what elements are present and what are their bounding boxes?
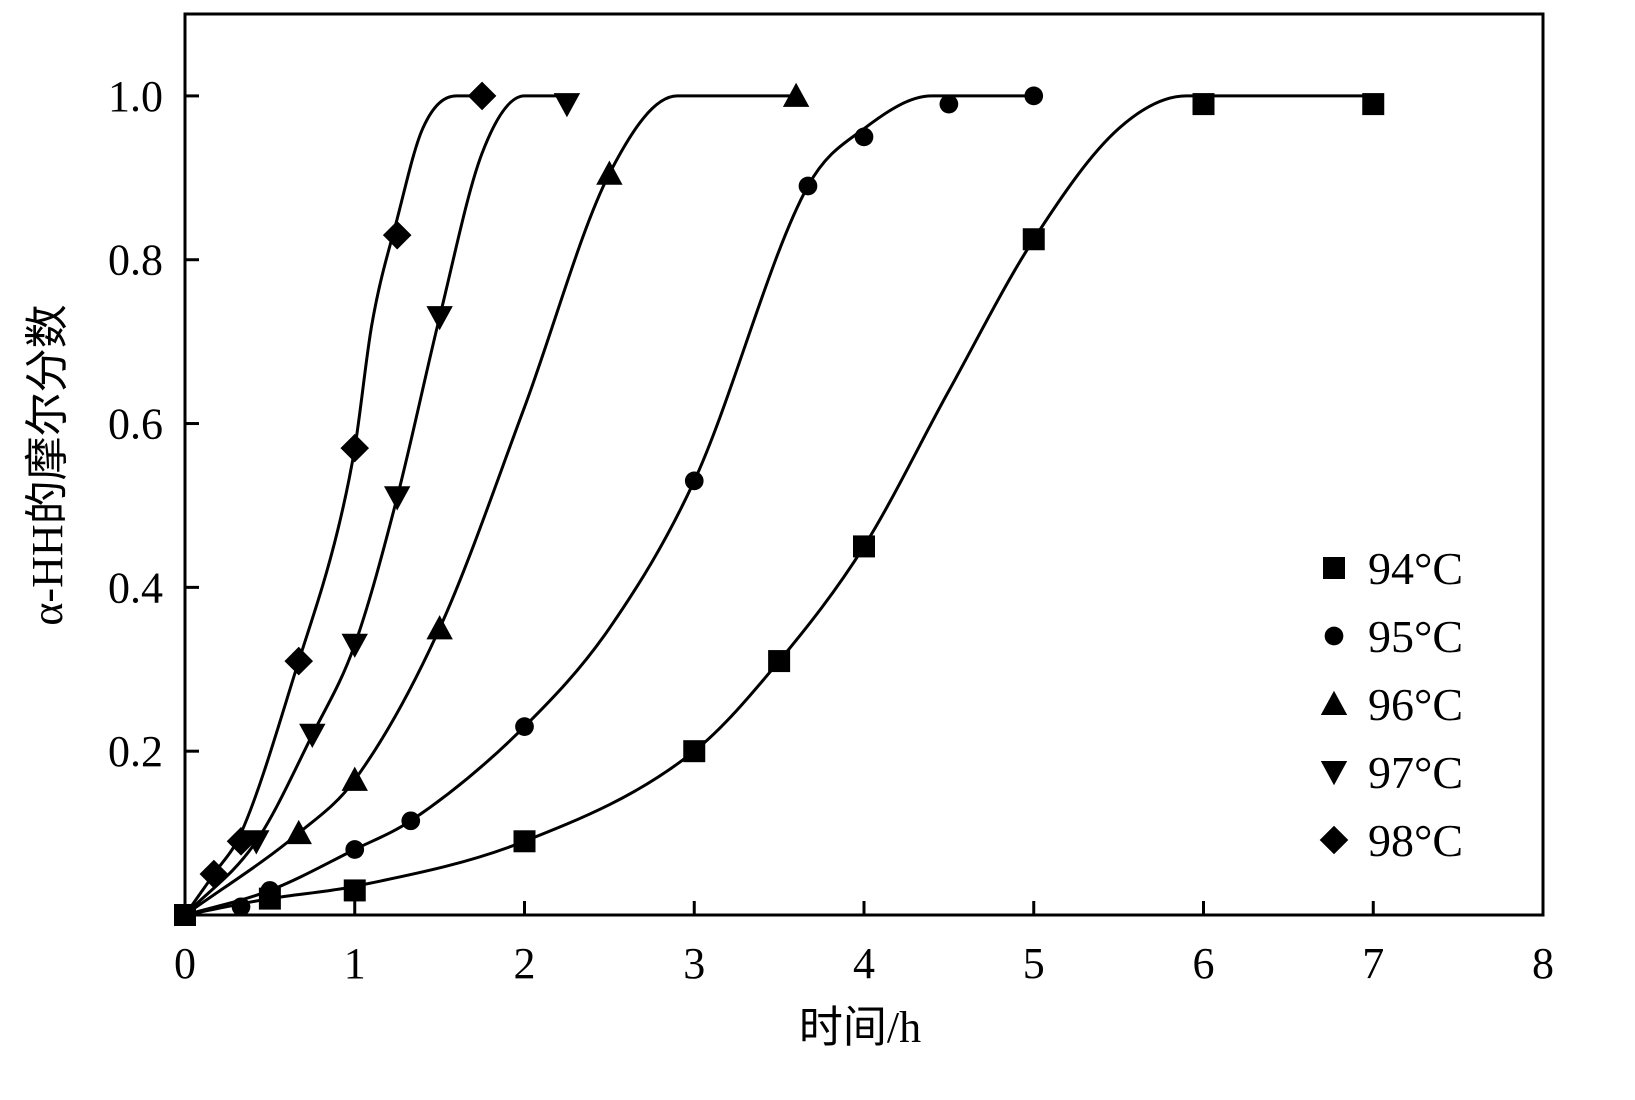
fit-curve-triangle-down bbox=[183, 94, 567, 917]
data-point-diamond bbox=[382, 220, 412, 250]
data-point-square bbox=[1192, 93, 1215, 116]
data-point-circle bbox=[798, 176, 818, 196]
data-point-circle bbox=[231, 897, 251, 917]
legend-label: 95°C bbox=[1368, 611, 1463, 662]
data-point-circle bbox=[515, 717, 534, 736]
data-point-square bbox=[683, 740, 706, 763]
data-point-square bbox=[343, 879, 366, 902]
x-tick-label: 7 bbox=[1362, 939, 1384, 988]
data-point-diamond bbox=[199, 859, 229, 889]
legend-marker-circle bbox=[1324, 626, 1344, 646]
data-point-triangle-down bbox=[341, 633, 368, 658]
legend-marker-triangle-down bbox=[1320, 761, 1348, 786]
y-tick-label: 0.2 bbox=[108, 727, 163, 776]
y-tick-label: 0.6 bbox=[108, 400, 163, 449]
data-point-circle bbox=[401, 811, 421, 831]
data-point-circle bbox=[345, 840, 365, 859]
data-point-triangle-down bbox=[426, 306, 453, 331]
data-point-diamond bbox=[467, 81, 497, 111]
x-tick-label: 4 bbox=[853, 939, 875, 988]
data-point-diamond bbox=[340, 433, 370, 463]
x-tick-label: 2 bbox=[514, 939, 536, 988]
x-tick-label: 5 bbox=[1023, 939, 1045, 988]
data-point-triangle-down bbox=[383, 486, 411, 511]
x-axis-label: 时间/h bbox=[799, 1003, 921, 1052]
x-tick-label: 3 bbox=[683, 939, 705, 988]
fit-curve-circle bbox=[184, 94, 1034, 917]
x-tick-label: 1 bbox=[344, 939, 366, 988]
data-point-diamond bbox=[284, 646, 314, 676]
data-point-square bbox=[768, 650, 791, 673]
data-point-triangle-down bbox=[553, 93, 581, 118]
data-point-diamond bbox=[226, 826, 256, 856]
data-point-square bbox=[1022, 228, 1045, 251]
y-tick-label: 0.8 bbox=[108, 236, 163, 285]
data-point-square bbox=[174, 904, 196, 926]
x-tick-label: 0 bbox=[174, 939, 196, 988]
data-point-triangle-up bbox=[285, 819, 312, 845]
data-point-square bbox=[853, 535, 875, 558]
legend-marker-square bbox=[1323, 557, 1345, 579]
x-tick-label: 6 bbox=[1193, 939, 1215, 988]
fit-curve-triangle-up bbox=[184, 94, 797, 917]
data-point-triangle-down bbox=[299, 723, 326, 748]
y-tick-label: 1.0 bbox=[108, 72, 163, 121]
data-point-circle bbox=[1024, 86, 1044, 106]
y-tick-label: 0.4 bbox=[108, 563, 163, 612]
legend-label: 94°C bbox=[1368, 543, 1463, 594]
data-point-triangle-up bbox=[341, 766, 368, 791]
data-point-circle bbox=[260, 881, 280, 900]
data-point-circle bbox=[939, 94, 959, 114]
data-point-triangle-up bbox=[596, 160, 623, 185]
y-axis-label: α-HH的摩尔分数 bbox=[23, 304, 72, 625]
legend: 94°C 95°C 96°C 97°C 98°C bbox=[1319, 543, 1463, 866]
fit-curve-diamond bbox=[183, 94, 483, 916]
legend-label: 96°C bbox=[1368, 679, 1463, 730]
fit-curve-square bbox=[184, 94, 1374, 917]
x-tick-label: 8 bbox=[1532, 939, 1554, 988]
legend-label: 98°C bbox=[1368, 815, 1463, 866]
data-point-circle bbox=[854, 127, 874, 147]
plot-frame bbox=[183, 12, 1545, 917]
data-point-triangle-up bbox=[426, 615, 453, 640]
legend-marker-triangle-up bbox=[1320, 690, 1348, 715]
data-point-square bbox=[513, 830, 536, 853]
data-point-triangle-up bbox=[782, 82, 810, 107]
data-point-circle bbox=[684, 471, 704, 491]
legend-marker-diamond bbox=[1319, 825, 1349, 855]
data-point-square bbox=[1362, 93, 1385, 116]
legend-label: 97°C bbox=[1368, 747, 1463, 798]
